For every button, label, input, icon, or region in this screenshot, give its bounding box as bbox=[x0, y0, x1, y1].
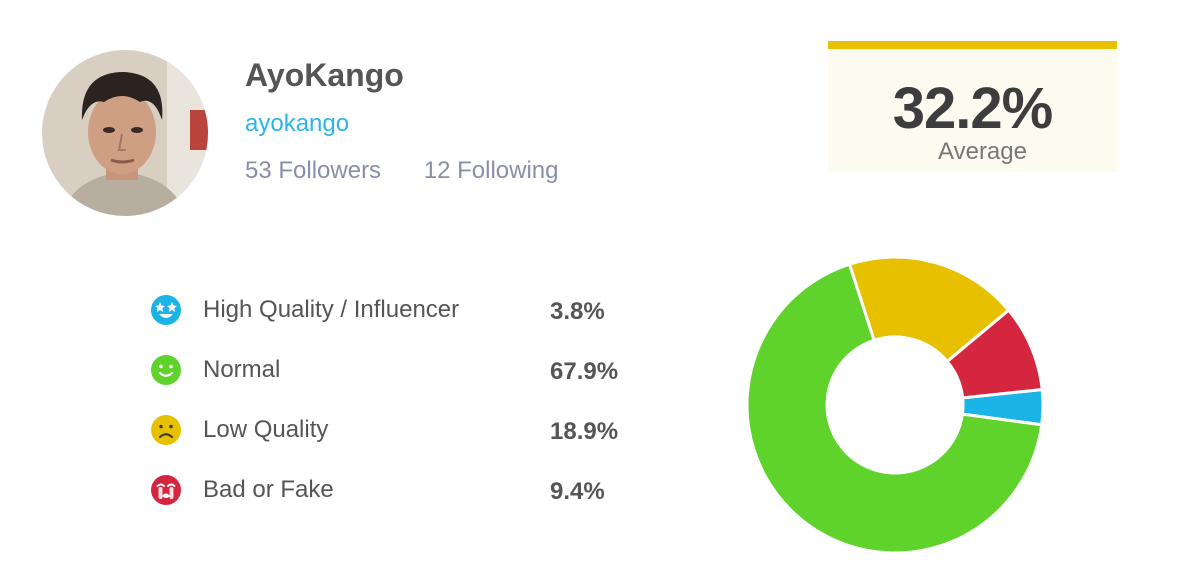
following-count[interactable]: 12 Following bbox=[423, 157, 559, 184]
avatar bbox=[42, 50, 208, 216]
legend-value: 9.4% bbox=[550, 478, 605, 505]
legend-label: High Quality / Influencer bbox=[203, 296, 460, 323]
profile-stats: 53 Followers 12 Following bbox=[245, 157, 558, 185]
legend-row-normal: Normal 67.9% bbox=[150, 350, 650, 390]
average-score-card: 32.2% Average bbox=[828, 41, 1117, 172]
donut-slice-normal[interactable] bbox=[745, 262, 1044, 555]
legend-label: Bad or Fake bbox=[203, 476, 334, 503]
profile-handle-link[interactable]: ayokango bbox=[245, 110, 350, 137]
frowning-face-icon bbox=[151, 415, 181, 445]
legend-value: 3.8% bbox=[550, 298, 605, 325]
legend-row-high-quality: High Quality / Influencer 3.8% bbox=[150, 290, 650, 330]
legend-row-bad-or-fake: Bad or Fake 9.4% bbox=[150, 470, 650, 510]
legend-row-low-quality: Low Quality 18.9% bbox=[150, 410, 650, 450]
smiling-face-icon bbox=[151, 355, 181, 385]
legend-label: Normal bbox=[203, 356, 281, 383]
donut-slice-low-quality[interactable] bbox=[847, 255, 1011, 364]
legend-value: 67.9% bbox=[550, 358, 619, 385]
crying-face-icon bbox=[151, 475, 181, 505]
followers-count[interactable]: 53 Followers bbox=[245, 157, 382, 184]
average-score-value: 32.2% bbox=[892, 76, 1053, 141]
average-score-label: Average bbox=[938, 138, 1027, 165]
quality-donut-chart bbox=[745, 255, 1045, 555]
donut-slice-bad-or-fake[interactable] bbox=[945, 308, 1044, 400]
legend-value: 18.9% bbox=[550, 418, 619, 445]
star-eyes-face-icon bbox=[151, 295, 181, 325]
legend-label: Low Quality bbox=[203, 416, 329, 443]
profile-display-name: AyoKango bbox=[245, 57, 404, 93]
